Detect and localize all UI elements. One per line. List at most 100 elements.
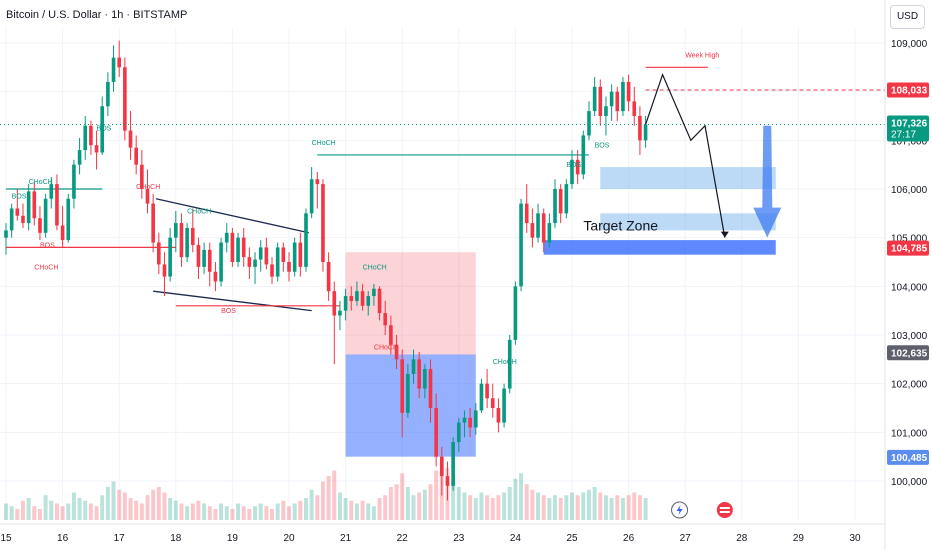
volume-bar <box>190 503 195 520</box>
volume-bar <box>496 495 501 520</box>
volume-bar <box>502 492 507 520</box>
price-tag <box>887 115 929 142</box>
volume-bar <box>105 487 110 520</box>
candle-body <box>236 237 240 262</box>
structure-label: CHoCH <box>136 184 160 191</box>
volume-bar <box>332 470 337 520</box>
volume-bar <box>394 484 399 520</box>
candle-body <box>502 388 506 423</box>
candle-body <box>423 369 427 389</box>
volume-bar <box>626 495 631 520</box>
volume-bar <box>524 484 529 520</box>
candle-body <box>372 288 376 297</box>
candle-body <box>524 203 529 224</box>
candle-body <box>547 223 552 243</box>
candle-body <box>417 359 421 389</box>
volume-bar <box>581 492 586 520</box>
candle-body <box>168 237 172 277</box>
volume-bar <box>4 503 8 520</box>
volume-bar <box>411 495 416 520</box>
candle-body <box>638 116 642 141</box>
price-tag-label: 100,485 <box>891 453 928 464</box>
volume-bar <box>315 495 320 520</box>
volume-bar <box>615 495 620 520</box>
volume-bar <box>32 506 37 520</box>
volume-bar <box>553 495 558 520</box>
volume-bar <box>609 498 614 520</box>
volume-bar <box>264 506 269 520</box>
volume-bar <box>298 500 303 520</box>
price-tag-label: 107,326 <box>891 118 928 129</box>
candle-body <box>536 213 540 238</box>
price-tag <box>887 240 929 256</box>
volume-bar <box>236 503 241 520</box>
candle-body <box>440 456 444 477</box>
target-block <box>345 354 476 457</box>
candle-body <box>66 198 71 241</box>
volume-bar <box>451 481 456 520</box>
candle-body <box>270 264 274 277</box>
volume-bar <box>468 495 473 520</box>
volume-bar <box>405 487 410 520</box>
y-tick-label: 101,000 <box>891 428 928 439</box>
candle-body <box>468 417 472 428</box>
candle-body <box>77 150 82 165</box>
candle-body <box>541 213 546 243</box>
candle-body <box>326 262 331 292</box>
candle-body <box>349 296 354 301</box>
candle-body <box>111 57 116 82</box>
x-tick-label: 15 <box>0 533 12 544</box>
volume-bar <box>383 495 388 520</box>
x-tick-label: 23 <box>453 533 465 544</box>
volume-bar <box>26 498 31 520</box>
volume-bar <box>513 478 518 520</box>
volume-bar <box>54 503 59 520</box>
volume-bar <box>603 495 608 520</box>
candle-body <box>394 344 399 360</box>
candle-body <box>117 57 122 68</box>
volume-bar <box>360 500 365 520</box>
candle-body <box>434 408 438 457</box>
candle-body <box>128 130 133 148</box>
candle-body <box>400 359 405 413</box>
structure-label: BOS <box>566 162 581 169</box>
channel-lower-line <box>153 290 312 312</box>
volume-bar <box>94 506 99 520</box>
structure-label: CHoCH <box>34 264 58 271</box>
volume-bar <box>292 503 297 520</box>
candle-body <box>598 86 603 116</box>
candle-body <box>558 189 563 214</box>
candle-body <box>479 383 484 411</box>
candle-body <box>366 296 371 306</box>
volume-bar <box>558 498 563 520</box>
x-tick-label: 17 <box>114 533 126 544</box>
structure-label: BOS <box>221 308 236 315</box>
demand-zone <box>600 213 776 231</box>
volume-bar <box>100 495 105 520</box>
x-tick-label: 29 <box>793 533 805 544</box>
structure-label: CHoCH <box>312 140 336 147</box>
candle-body <box>298 242 303 267</box>
candle-body <box>123 67 127 131</box>
volume-bar <box>586 489 591 520</box>
volume-bar <box>575 495 580 520</box>
volume-bar <box>428 484 433 520</box>
structure-label: CHoCH <box>29 179 53 186</box>
x-tick-label: 26 <box>623 533 635 544</box>
candle-body <box>626 81 631 102</box>
candle-body <box>94 145 99 153</box>
volume-bar <box>620 498 625 520</box>
volume-bar <box>434 470 439 520</box>
volume-bar <box>213 509 218 520</box>
volume-bar <box>88 503 93 520</box>
candle-body <box>609 91 614 107</box>
volume-bar <box>20 500 25 520</box>
channel-upper-line <box>155 198 309 234</box>
x-tick-label: 28 <box>736 533 748 544</box>
candle-body <box>173 223 178 238</box>
currency-button[interactable]: USD <box>890 5 925 29</box>
candle-body <box>275 247 280 277</box>
demand-zone <box>543 240 776 255</box>
volume-bar <box>128 498 133 520</box>
